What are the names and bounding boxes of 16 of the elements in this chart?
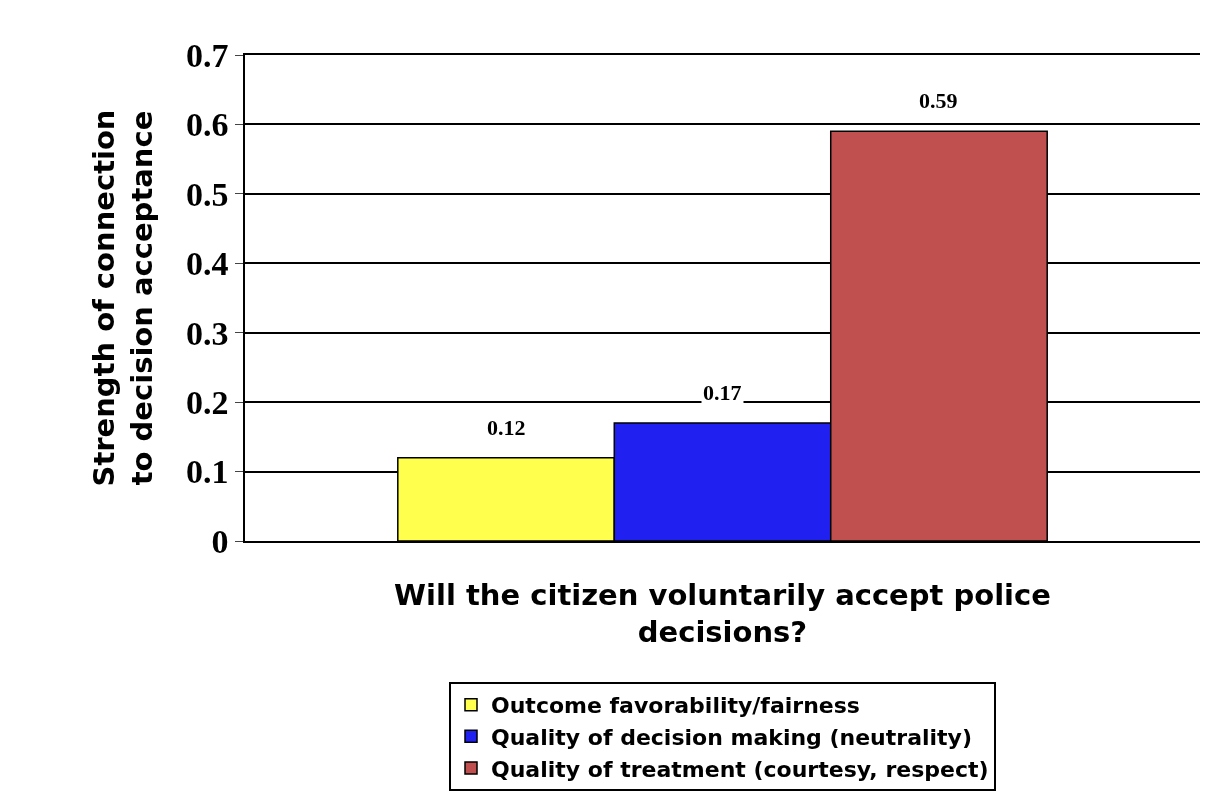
y-tick-label: 0.2 [185, 384, 229, 422]
x-axis-title: Will the citizen voluntarily accept police decisions? [394, 577, 1051, 650]
data-label: 0.12 [487, 415, 526, 440]
y-axis-title: Strength of connection to decision acceptance [87, 109, 159, 487]
y-tick-label: 0.5 [185, 175, 229, 213]
y-tick-label: 0.4 [185, 245, 229, 283]
y-tick-label: 0.6 [185, 106, 229, 144]
legend-label: Quality of treatment (courtesy, respect) [491, 756, 989, 782]
y-tick-label: 0 [211, 522, 229, 560]
y-tick-label: 0.3 [185, 314, 229, 352]
y-tick-label: 0.1 [185, 453, 229, 491]
data-label: 0.59 [919, 88, 958, 113]
y-tick-label: 0.7 [185, 36, 229, 74]
data-label: 0.17 [703, 380, 742, 405]
legend-label: Outcome favorability/fairness [491, 693, 860, 719]
legend-label: Quality of decision making (neutrality) [491, 724, 972, 750]
